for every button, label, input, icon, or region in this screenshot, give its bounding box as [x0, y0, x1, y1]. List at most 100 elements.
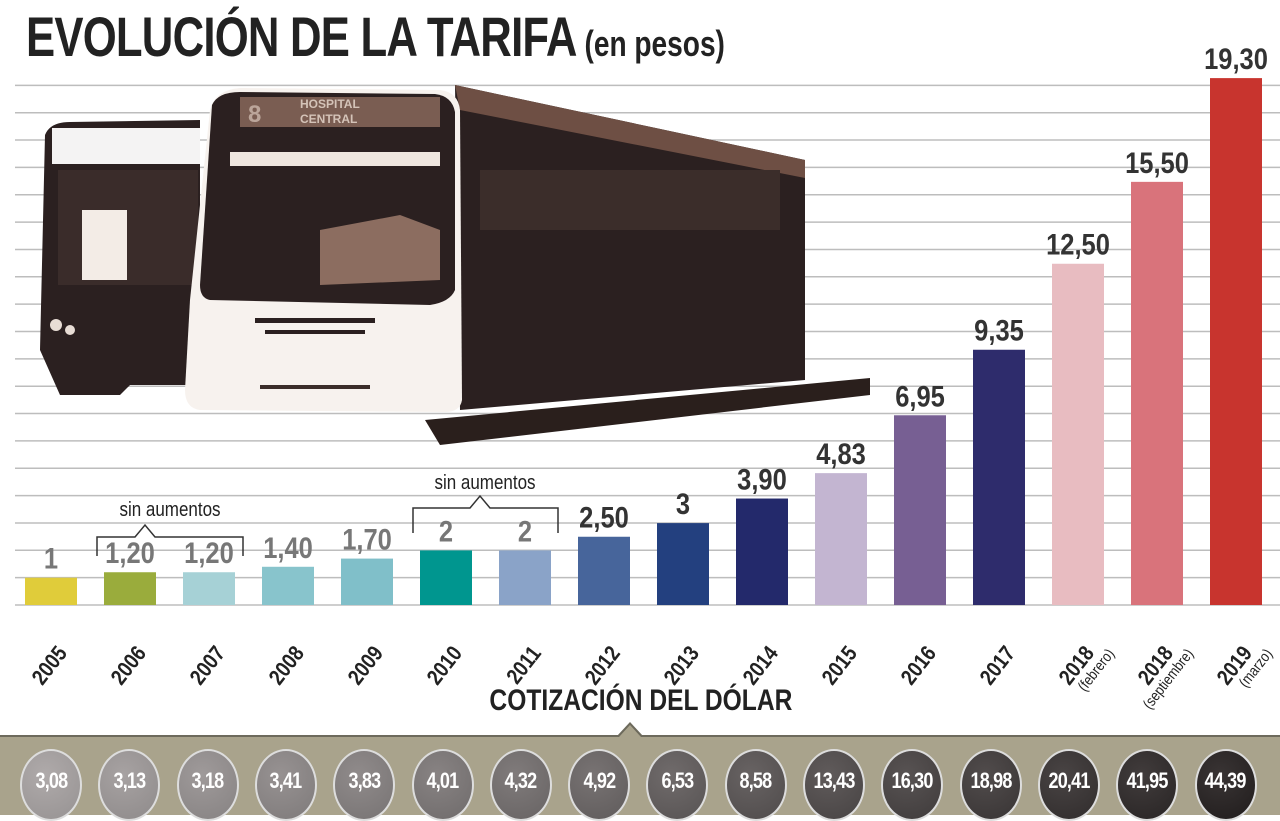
- dolar-value: 41,95: [1126, 768, 1169, 793]
- value-label: 6,95: [895, 379, 945, 412]
- x-tick-label: 2015: [818, 642, 862, 689]
- x-tick-label: 2016: [897, 642, 941, 689]
- dolar-value-coin: 16,30: [881, 749, 944, 821]
- bar-2006: [104, 572, 156, 605]
- dolar-value: 3,18: [191, 768, 225, 793]
- dolar-value: 44,39: [1204, 768, 1247, 793]
- dolar-value-coin: 3,83: [333, 749, 396, 821]
- x-tick-label: 2006: [107, 642, 151, 689]
- value-label: 19,30: [1204, 42, 1268, 75]
- value-label: 3: [676, 487, 690, 520]
- year-label: 2012: [581, 642, 625, 689]
- chart-title: EVOLUCIÓN DE LA TARIFA (en pesos): [26, 4, 725, 69]
- dolar-value: 4,92: [583, 768, 616, 793]
- tarifa-bar-chart: 8 HOSPITAL CENTRAL sin aumentos sin aume…: [15, 42, 1280, 712]
- x-tick-label: 2009: [344, 642, 388, 689]
- value-label: 15,50: [1125, 146, 1189, 179]
- year-label: 2008: [265, 642, 309, 689]
- dolar-value-coin: 8,58: [724, 749, 787, 821]
- bar-2019: [1210, 78, 1262, 606]
- bar-2012: [578, 536, 630, 605]
- year-label: 2016: [897, 642, 941, 689]
- x-tick-label: 2005: [28, 642, 72, 689]
- year-label: 2015: [818, 642, 862, 689]
- x-tick-label: 2007: [186, 642, 230, 689]
- dolar-value: 3,83: [348, 768, 381, 793]
- dolar-value: 8,58: [739, 768, 773, 793]
- dolar-value: 13,43: [813, 768, 855, 793]
- dolar-value-coin: 3,13: [98, 749, 161, 821]
- year-label: 2011: [503, 642, 547, 689]
- x-tick-label: 2011: [503, 642, 547, 689]
- x-tick-label: 2019(marzo): [1213, 642, 1276, 690]
- x-tick-label: 2008: [265, 642, 309, 689]
- bar-2017: [973, 349, 1025, 605]
- dolar-value-coin: 6,53: [646, 749, 709, 821]
- bar-2014: [736, 498, 788, 605]
- dolar-value: 4,32: [504, 768, 538, 793]
- year-label: 2010: [423, 642, 467, 689]
- svg-text:HOSPITAL: HOSPITAL: [300, 97, 360, 111]
- dolar-value-coin: 4,01: [411, 749, 474, 821]
- dolar-value-coin: 13,43: [803, 749, 865, 821]
- dolar-value: 3,41: [269, 768, 303, 793]
- value-label: 2,50: [579, 501, 629, 534]
- value-label: 12,50: [1046, 228, 1110, 261]
- bar-2007: [183, 572, 235, 605]
- title-subtitle: (en pesos): [584, 23, 725, 64]
- year-label: 2007: [186, 642, 230, 689]
- x-tick-label: 2014: [739, 642, 784, 690]
- value-label: 1,20: [105, 536, 155, 569]
- dolar-value-coin: 3,41: [254, 749, 317, 821]
- dolar-value-coin: 20,41: [1037, 749, 1100, 821]
- dolar-value: 3,13: [113, 768, 146, 793]
- value-label: 3,90: [737, 463, 787, 496]
- dolar-value-coin: 41,95: [1116, 749, 1179, 821]
- bus-illustration: 8 HOSPITAL CENTRAL: [40, 85, 870, 445]
- value-label: 1: [44, 542, 58, 575]
- x-tick-label: 2012: [581, 642, 625, 689]
- annotation-sin-aumentos-2: sin aumentos: [434, 471, 535, 494]
- year-label: 2005: [28, 642, 72, 689]
- bar-2018: [1131, 181, 1183, 605]
- year-label: 2013: [660, 642, 704, 689]
- value-label: 2: [439, 514, 453, 547]
- x-tick-label: 2017: [976, 642, 1020, 689]
- value-label: 9,35: [974, 314, 1024, 347]
- value-label: 4,83: [816, 437, 866, 470]
- dolar-value: 6,53: [661, 768, 694, 793]
- bar-2016: [894, 415, 946, 605]
- bar-2015: [815, 473, 867, 605]
- bar-2009: [341, 558, 393, 605]
- bar-2013: [657, 523, 709, 605]
- dolar-value: 20,41: [1048, 768, 1090, 793]
- dolar-value-coin: 18,98: [959, 749, 1022, 821]
- year-label: 2017: [976, 642, 1020, 689]
- value-label: 1,40: [263, 531, 313, 564]
- dolar-value: 3,08: [35, 768, 68, 793]
- x-tick-label: 2010: [423, 642, 467, 689]
- title-main: EVOLUCIÓN DE LA TARIFA: [26, 5, 577, 68]
- bar-2018: [1052, 263, 1104, 605]
- year-label: 2009: [344, 642, 388, 689]
- value-label: 2: [518, 514, 532, 547]
- x-tick-label: 2013: [660, 642, 704, 689]
- year-label: 2014: [739, 642, 784, 690]
- bar-2008: [262, 566, 314, 605]
- dolar-value: 18,98: [970, 768, 1012, 793]
- year-label: 2006: [107, 642, 151, 689]
- dolar-value-coin: 44,39: [1194, 749, 1257, 821]
- dolar-value-coin: 4,92: [568, 749, 631, 821]
- dolar-value-coin: 3,08: [20, 749, 82, 821]
- bar-2011: [499, 550, 551, 605]
- dolar-value-coin: 4,32: [489, 749, 552, 821]
- bar-2005: [25, 577, 77, 605]
- value-label: 1,20: [184, 536, 234, 569]
- value-label: 1,70: [342, 523, 392, 556]
- dolar-value-coin: 3,18: [176, 749, 239, 821]
- bar-2010: [420, 550, 472, 605]
- annotation-sin-aumentos-1: sin aumentos: [119, 498, 220, 521]
- svg-text:8: 8: [248, 101, 261, 128]
- dolar-section-title: COTIZACIÓN DEL DÓLAR: [489, 684, 793, 717]
- svg-text:CENTRAL: CENTRAL: [300, 112, 357, 126]
